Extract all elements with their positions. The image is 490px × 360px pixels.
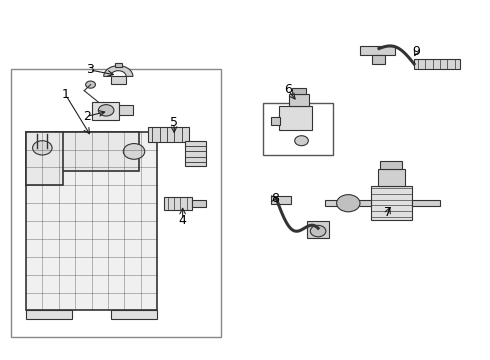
Text: 6: 6 (284, 84, 292, 96)
Bar (111, 76, 126, 84)
Circle shape (98, 105, 114, 116)
Bar (271, 196, 291, 204)
Circle shape (310, 225, 326, 237)
Bar (11, 69, 220, 337)
Bar (26, 132, 157, 310)
Bar (111, 310, 157, 319)
Bar (372, 55, 385, 64)
Text: 4: 4 (179, 213, 187, 226)
Bar (185, 141, 205, 166)
Bar (164, 197, 192, 210)
Bar (292, 88, 306, 94)
Bar (371, 186, 412, 220)
Bar (44, 132, 139, 171)
Text: 8: 8 (271, 192, 279, 205)
Bar (26, 310, 72, 319)
Text: 7: 7 (384, 206, 392, 219)
Bar (325, 200, 371, 206)
Bar (279, 106, 312, 130)
Text: 5: 5 (170, 116, 178, 129)
Bar (380, 161, 402, 169)
Wedge shape (104, 66, 133, 76)
Circle shape (32, 141, 52, 155)
Bar (414, 59, 460, 69)
Bar (289, 94, 309, 106)
Bar (360, 46, 395, 55)
Circle shape (294, 136, 308, 146)
Bar (412, 200, 440, 206)
Text: 1: 1 (62, 89, 70, 102)
Circle shape (86, 81, 96, 88)
Bar (147, 127, 189, 143)
Text: 9: 9 (413, 45, 420, 58)
Bar (307, 221, 329, 238)
Text: 3: 3 (86, 63, 94, 76)
Text: 2: 2 (83, 110, 91, 123)
Bar (377, 169, 405, 186)
Bar (119, 105, 133, 115)
Bar (115, 63, 122, 67)
Bar (271, 117, 280, 125)
Bar (192, 200, 205, 207)
Bar (93, 102, 119, 120)
Bar (26, 132, 63, 185)
Circle shape (123, 144, 145, 159)
Circle shape (337, 195, 360, 212)
Bar (263, 103, 333, 155)
